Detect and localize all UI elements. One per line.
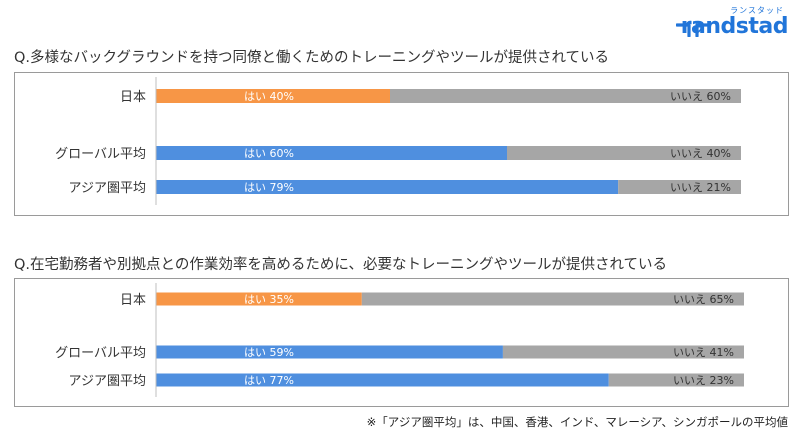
data-label-no-2-1: いいえ 65% bbox=[673, 293, 734, 306]
data-label-no-1-1: いいえ 60% bbox=[670, 90, 731, 103]
bar-no-2-3 bbox=[608, 373, 744, 387]
footnote: ※「アジア圏平均」は、中国、香港、インド、マレーシア、シンガポールの平均値 bbox=[366, 415, 788, 429]
chart-1-question: Q.多様なバックグラウンドを持つ同僚と働くためのトレーニングやツールが提供されて… bbox=[14, 50, 610, 66]
bar-no-1-2 bbox=[507, 146, 741, 160]
category-label-2-2: グローバル平均 bbox=[55, 346, 146, 361]
bar-yes-1-3 bbox=[156, 180, 619, 194]
chart-2-panel: 日本 はい 35% いいえ 65% グローバル平均 はい 59% いいえ 41% アジア圏平… bbox=[14, 278, 789, 407]
category-label-1-2: グローバル平均 bbox=[55, 147, 146, 162]
bar-no-2-2 bbox=[502, 345, 744, 359]
category-label-2-1: 日本 bbox=[120, 293, 146, 308]
bar-yes-2-1 bbox=[156, 292, 362, 306]
chart-1-svg: 日本 はい 40% いいえ 60% グローバル平均 はい 60% いいえ 40% アジア圏平… bbox=[55, 77, 741, 205]
bar-no-2-1 bbox=[361, 292, 744, 306]
data-label-no-1-2: いいえ 40% bbox=[670, 147, 731, 160]
chart-2-question: Q.在宅勤務者や別拠点との作業効率を高めるために、必要なトレーニングやツールが提… bbox=[14, 257, 668, 273]
category-label-1-1: 日本 bbox=[120, 90, 146, 105]
data-label-yes-2-1: はい 35% bbox=[244, 293, 294, 306]
bar-yes-2-3 bbox=[156, 373, 609, 387]
randstad-logo: ランスタッド randstad bbox=[676, 5, 798, 39]
data-label-yes-2-2: はい 59% bbox=[244, 346, 294, 359]
data-label-no-1-3: いいえ 21% bbox=[670, 181, 731, 194]
bar-no-1-1 bbox=[390, 89, 741, 103]
bar-no-1-3 bbox=[618, 180, 741, 194]
bar-yes-2-2 bbox=[156, 345, 503, 359]
data-label-yes-1-1: はい 40% bbox=[244, 90, 294, 103]
bar-yes-1-2 bbox=[156, 146, 507, 160]
logo-kana: ランスタッド bbox=[730, 6, 784, 15]
data-label-no-2-3: いいえ 23% bbox=[673, 374, 734, 387]
bar-yes-1-1 bbox=[156, 89, 390, 103]
data-label-no-2-2: いいえ 41% bbox=[673, 346, 734, 359]
chart-2-svg: 日本 はい 35% いいえ 65% グローバル平均 はい 59% いいえ 41% アジア圏平… bbox=[55, 283, 744, 397]
data-label-yes-2-3: はい 77% bbox=[244, 374, 294, 387]
category-label-1-3: アジア圏平均 bbox=[69, 181, 146, 196]
chart-1-panel: 日本 はい 40% いいえ 60% グローバル平均 はい 60% いいえ 40% アジア圏平… bbox=[14, 72, 789, 216]
data-label-yes-1-2: はい 60% bbox=[244, 147, 294, 160]
category-label-2-3: アジア圏平均 bbox=[69, 374, 146, 389]
data-label-yes-1-3: はい 79% bbox=[244, 181, 294, 194]
randstad-mark-icon bbox=[676, 23, 710, 37]
logo-wordmark: randstad bbox=[680, 14, 789, 39]
